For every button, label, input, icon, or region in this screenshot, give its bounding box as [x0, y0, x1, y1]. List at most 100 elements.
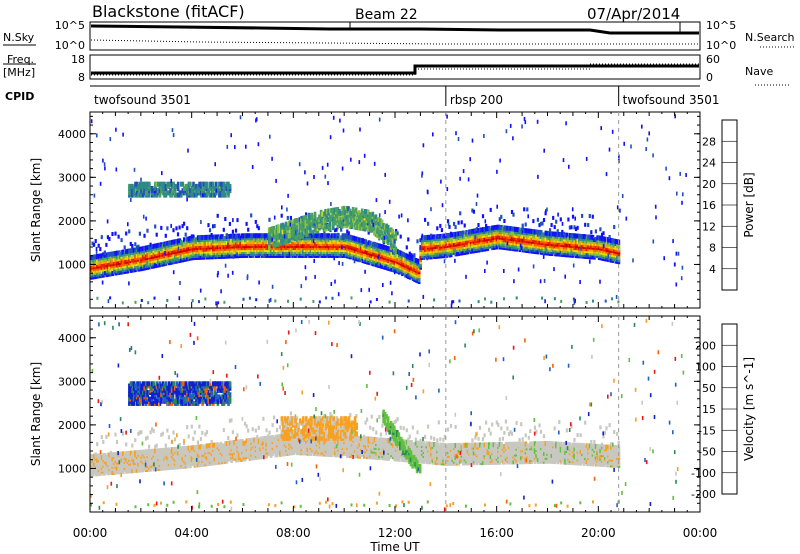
heatmap-cell [477, 227, 480, 233]
heatmap-cell [135, 253, 139, 259]
heatmap-cell [256, 224, 259, 229]
heatmap-cell [477, 223, 480, 227]
heatmap-cell [377, 227, 381, 233]
heatmap-cell [422, 235, 426, 241]
heatmap-cell [332, 212, 335, 218]
heatmap-cell [447, 221, 450, 226]
heatmap-cell [574, 227, 578, 232]
heatmap-cell [93, 453, 96, 459]
heatmap-cell [407, 299, 410, 303]
heatmap-cell [295, 218, 298, 223]
heatmap-cell [536, 229, 540, 235]
heatmap-cell [151, 244, 154, 250]
heatmap-cell [466, 231, 470, 237]
heatmap-cell [217, 301, 220, 305]
heatmap-cell [307, 222, 311, 228]
heatmap-cell [192, 181, 195, 187]
heatmap-cell [341, 214, 344, 220]
heatmap-cell [318, 233, 322, 239]
heatmap-cell [298, 162, 301, 167]
heatmap-cell [121, 301, 124, 305]
heatmap-cell [224, 263, 227, 268]
heatmap-cell [152, 251, 156, 257]
heatmap-cell [585, 301, 588, 304]
heatmap-cell [286, 207, 288, 212]
heatmap-cell [592, 299, 594, 303]
heatmap-cell [304, 227, 308, 233]
heatmap-cell [219, 240, 223, 246]
heatmap-cell [552, 235, 555, 241]
heatmap-cell [550, 247, 554, 253]
heatmap-cell [307, 213, 311, 219]
heatmap-cell [377, 217, 381, 222]
heatmap-cell [571, 207, 574, 212]
heatmap-cell [407, 272, 410, 277]
heatmap-cell [364, 224, 367, 230]
heatmap-cell [267, 244, 271, 250]
heatmap-cell [272, 225, 276, 231]
heatmap-cell [475, 227, 478, 232]
heatmap-cell [362, 219, 366, 225]
heatmap-cell [446, 187, 449, 192]
heatmap-cell [611, 129, 614, 134]
heatmap-cell [337, 245, 340, 251]
heatmap-cell [260, 233, 264, 239]
heatmap-cell [186, 183, 189, 189]
heatmap-cell [367, 256, 371, 261]
colorbar-tick-label: 24 [702, 157, 716, 170]
heatmap-cell [555, 219, 558, 224]
heatmap-cell [137, 260, 140, 266]
heatmap-cell [376, 233, 379, 239]
heatmap-cell [321, 233, 325, 239]
heatmap-cell [90, 255, 93, 261]
heatmap-cell [390, 266, 393, 272]
freq-trace [91, 64, 699, 75]
heatmap-cell [348, 208, 352, 214]
heatmap-cell [225, 186, 229, 191]
heatmap-cell [269, 235, 272, 241]
heatmap-cell [304, 219, 308, 225]
heatmap-cell [167, 240, 171, 246]
heatmap-cell [391, 244, 394, 249]
heatmap-cell [215, 181, 218, 187]
heatmap-cell [173, 255, 177, 260]
heatmap-cell [104, 271, 106, 275]
heatmap-cell [607, 253, 610, 258]
heatmap-cell [306, 239, 310, 245]
heatmap-cell [190, 186, 194, 191]
heatmap-cell [359, 127, 361, 132]
heatmap-cell [204, 234, 207, 240]
heatmap-cell [94, 239, 97, 243]
heatmap-cell [599, 279, 601, 284]
heatmap-cell [202, 252, 206, 258]
heatmap-cell [169, 188, 172, 194]
heatmap-cell [646, 137, 649, 142]
heatmap-cell [216, 213, 219, 218]
heatmap-cell [370, 225, 373, 231]
heatmap-cell [277, 224, 280, 230]
heatmap-cell [141, 181, 145, 187]
heatmap-cell [369, 240, 372, 246]
heatmap-cell [93, 242, 96, 247]
heatmap-cell [443, 253, 447, 259]
heatmap-cell [152, 243, 156, 249]
heatmap-cell [210, 238, 214, 244]
heatmap-cell [212, 188, 215, 194]
heatmap-cell [345, 221, 349, 227]
heatmap-cell [404, 256, 407, 262]
heatmap-cell [259, 237, 262, 243]
heatmap-cell [492, 225, 496, 231]
heatmap-cell [176, 192, 180, 198]
heatmap-cell [109, 251, 113, 257]
heatmap-cell [559, 217, 562, 222]
heatmap-cell [213, 186, 217, 191]
heatmap-cell [282, 250, 285, 256]
heatmap-cell [286, 234, 289, 240]
heatmap-cell [611, 238, 615, 244]
heatmap-cell [316, 217, 320, 223]
heatmap-cell [381, 244, 384, 250]
heatmap-cell [354, 216, 358, 222]
heatmap-cell [556, 231, 560, 237]
